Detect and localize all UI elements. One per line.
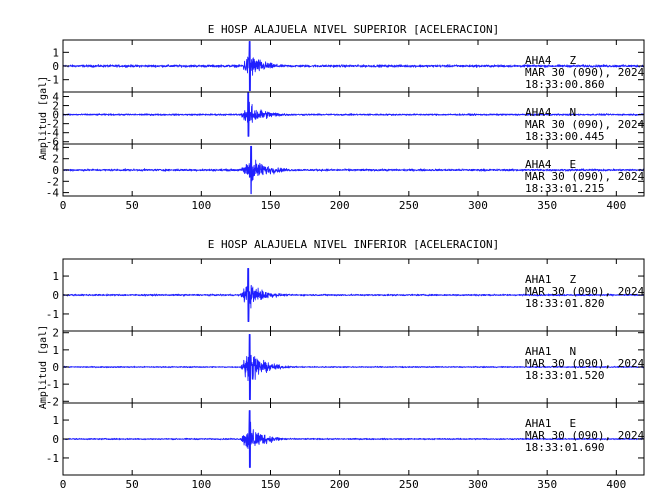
y-tick-label: 1 [52, 344, 59, 357]
x-tick-label: 200 [330, 199, 350, 212]
x-tick-label: 300 [468, 199, 488, 212]
x-tick-label: 350 [537, 478, 557, 491]
chart-2: E HOSP ALAJUELA NIVEL INFERIOR [ACELERAC… [38, 238, 645, 491]
record-time: 18:33:01.820 [525, 297, 604, 310]
record-date: MAR 30 (090), 2024 [525, 118, 645, 131]
station-name: AHA4 [525, 54, 552, 67]
y-axis-label: Amplitud [gal] [38, 76, 49, 160]
chart-title: E HOSP ALAJUELA NIVEL SUPERIOR [ACELERAC… [208, 23, 499, 36]
component-name: N [570, 106, 577, 119]
station-name: AHA4 [525, 158, 552, 171]
waveform-trace [62, 92, 645, 137]
x-tick-label: 150 [261, 199, 281, 212]
waveform-trace [62, 268, 645, 322]
station-component-label: AHA1 Z [525, 273, 577, 286]
y-tick-label: 1 [52, 414, 59, 427]
x-tick-label: 100 [191, 199, 211, 212]
component-name: Z [570, 54, 577, 67]
station-component-label: AHA1 E [525, 417, 576, 430]
record-time: 18:33:00.445 [525, 130, 604, 143]
x-tick-label: 400 [606, 478, 626, 491]
y-tick-label: -2 [46, 175, 59, 188]
y-tick-label: 2 [52, 153, 59, 166]
x-tick-label: 100 [191, 478, 211, 491]
y-tick-label: 1 [52, 270, 59, 283]
station-name: AHA1 [525, 345, 552, 358]
y-tick-label: -4 [46, 187, 60, 200]
station-component-label: AHA4 E [525, 158, 576, 171]
station-component-label: AHA4 N [525, 106, 576, 119]
y-tick-label: 0 [52, 361, 59, 374]
waveform-trace [62, 145, 645, 195]
chart-1: E HOSP ALAJUELA NIVEL SUPERIOR [ACELERAC… [38, 23, 645, 212]
y-tick-label: -1 [46, 378, 59, 391]
x-tick-label: 200 [330, 478, 350, 491]
y-tick-label: -1 [46, 308, 59, 321]
station-component-label: AHA4 Z [525, 54, 577, 67]
component-name: E [570, 158, 577, 171]
x-tick-label: 0 [60, 478, 67, 491]
record-time: 18:33:01.215 [525, 182, 604, 195]
y-tick-label: 0 [52, 60, 59, 73]
component-name: N [570, 345, 577, 358]
y-tick-label: -1 [46, 74, 59, 87]
y-tick-label: 0 [52, 289, 59, 302]
record-date: MAR 30 (090), 2024 [525, 66, 645, 79]
station-component-label: AHA1 N [525, 345, 576, 358]
y-axis-label: Amplitud [gal] [38, 325, 49, 409]
y-tick-label: 1 [52, 46, 59, 59]
record-time: 18:33:00.860 [525, 78, 604, 91]
y-tick-label: -4 [46, 127, 60, 140]
record-date: MAR 30 (090), 2024 [525, 285, 645, 298]
y-tick-label: 2 [52, 100, 59, 113]
record-date: MAR 30 (090), 2024 [525, 429, 645, 442]
x-tick-label: 300 [468, 478, 488, 491]
x-tick-label: 150 [261, 478, 281, 491]
y-tick-label: 0 [52, 433, 59, 446]
record-date: MAR 30 (090), 2024 [525, 170, 645, 183]
y-tick-label: -6 [46, 136, 59, 149]
x-tick-label: 350 [537, 199, 557, 212]
y-tick-label: -1 [46, 452, 59, 465]
waveform-trace [62, 333, 645, 401]
record-time: 18:33:01.520 [525, 369, 604, 382]
y-tick-label: -2 [46, 118, 59, 131]
x-tick-label: 0 [60, 199, 67, 212]
x-tick-label: 400 [606, 199, 626, 212]
station-name: AHA4 [525, 106, 552, 119]
record-time: 18:33:01.690 [525, 441, 604, 454]
x-tick-label: 250 [399, 478, 419, 491]
record-date: MAR 30 (090), 2024 [525, 357, 645, 370]
component-name: E [570, 417, 577, 430]
x-tick-label: 250 [399, 199, 419, 212]
x-tick-label: 50 [126, 478, 139, 491]
y-tick-label: 4 [52, 141, 59, 154]
y-tick-label: 0 [52, 164, 59, 177]
y-tick-label: 4 [52, 91, 59, 104]
station-name: AHA1 [525, 417, 552, 430]
waveform-trace [62, 410, 645, 468]
x-tick-label: 50 [126, 199, 139, 212]
component-name: Z [570, 273, 577, 286]
waveform-trace [62, 40, 645, 92]
y-tick-label: 0 [52, 109, 59, 122]
chart-title: E HOSP ALAJUELA NIVEL INFERIOR [ACELERAC… [208, 238, 499, 251]
y-tick-label: 2 [52, 327, 59, 340]
station-name: AHA1 [525, 273, 552, 286]
y-tick-label: -2 [46, 395, 59, 408]
